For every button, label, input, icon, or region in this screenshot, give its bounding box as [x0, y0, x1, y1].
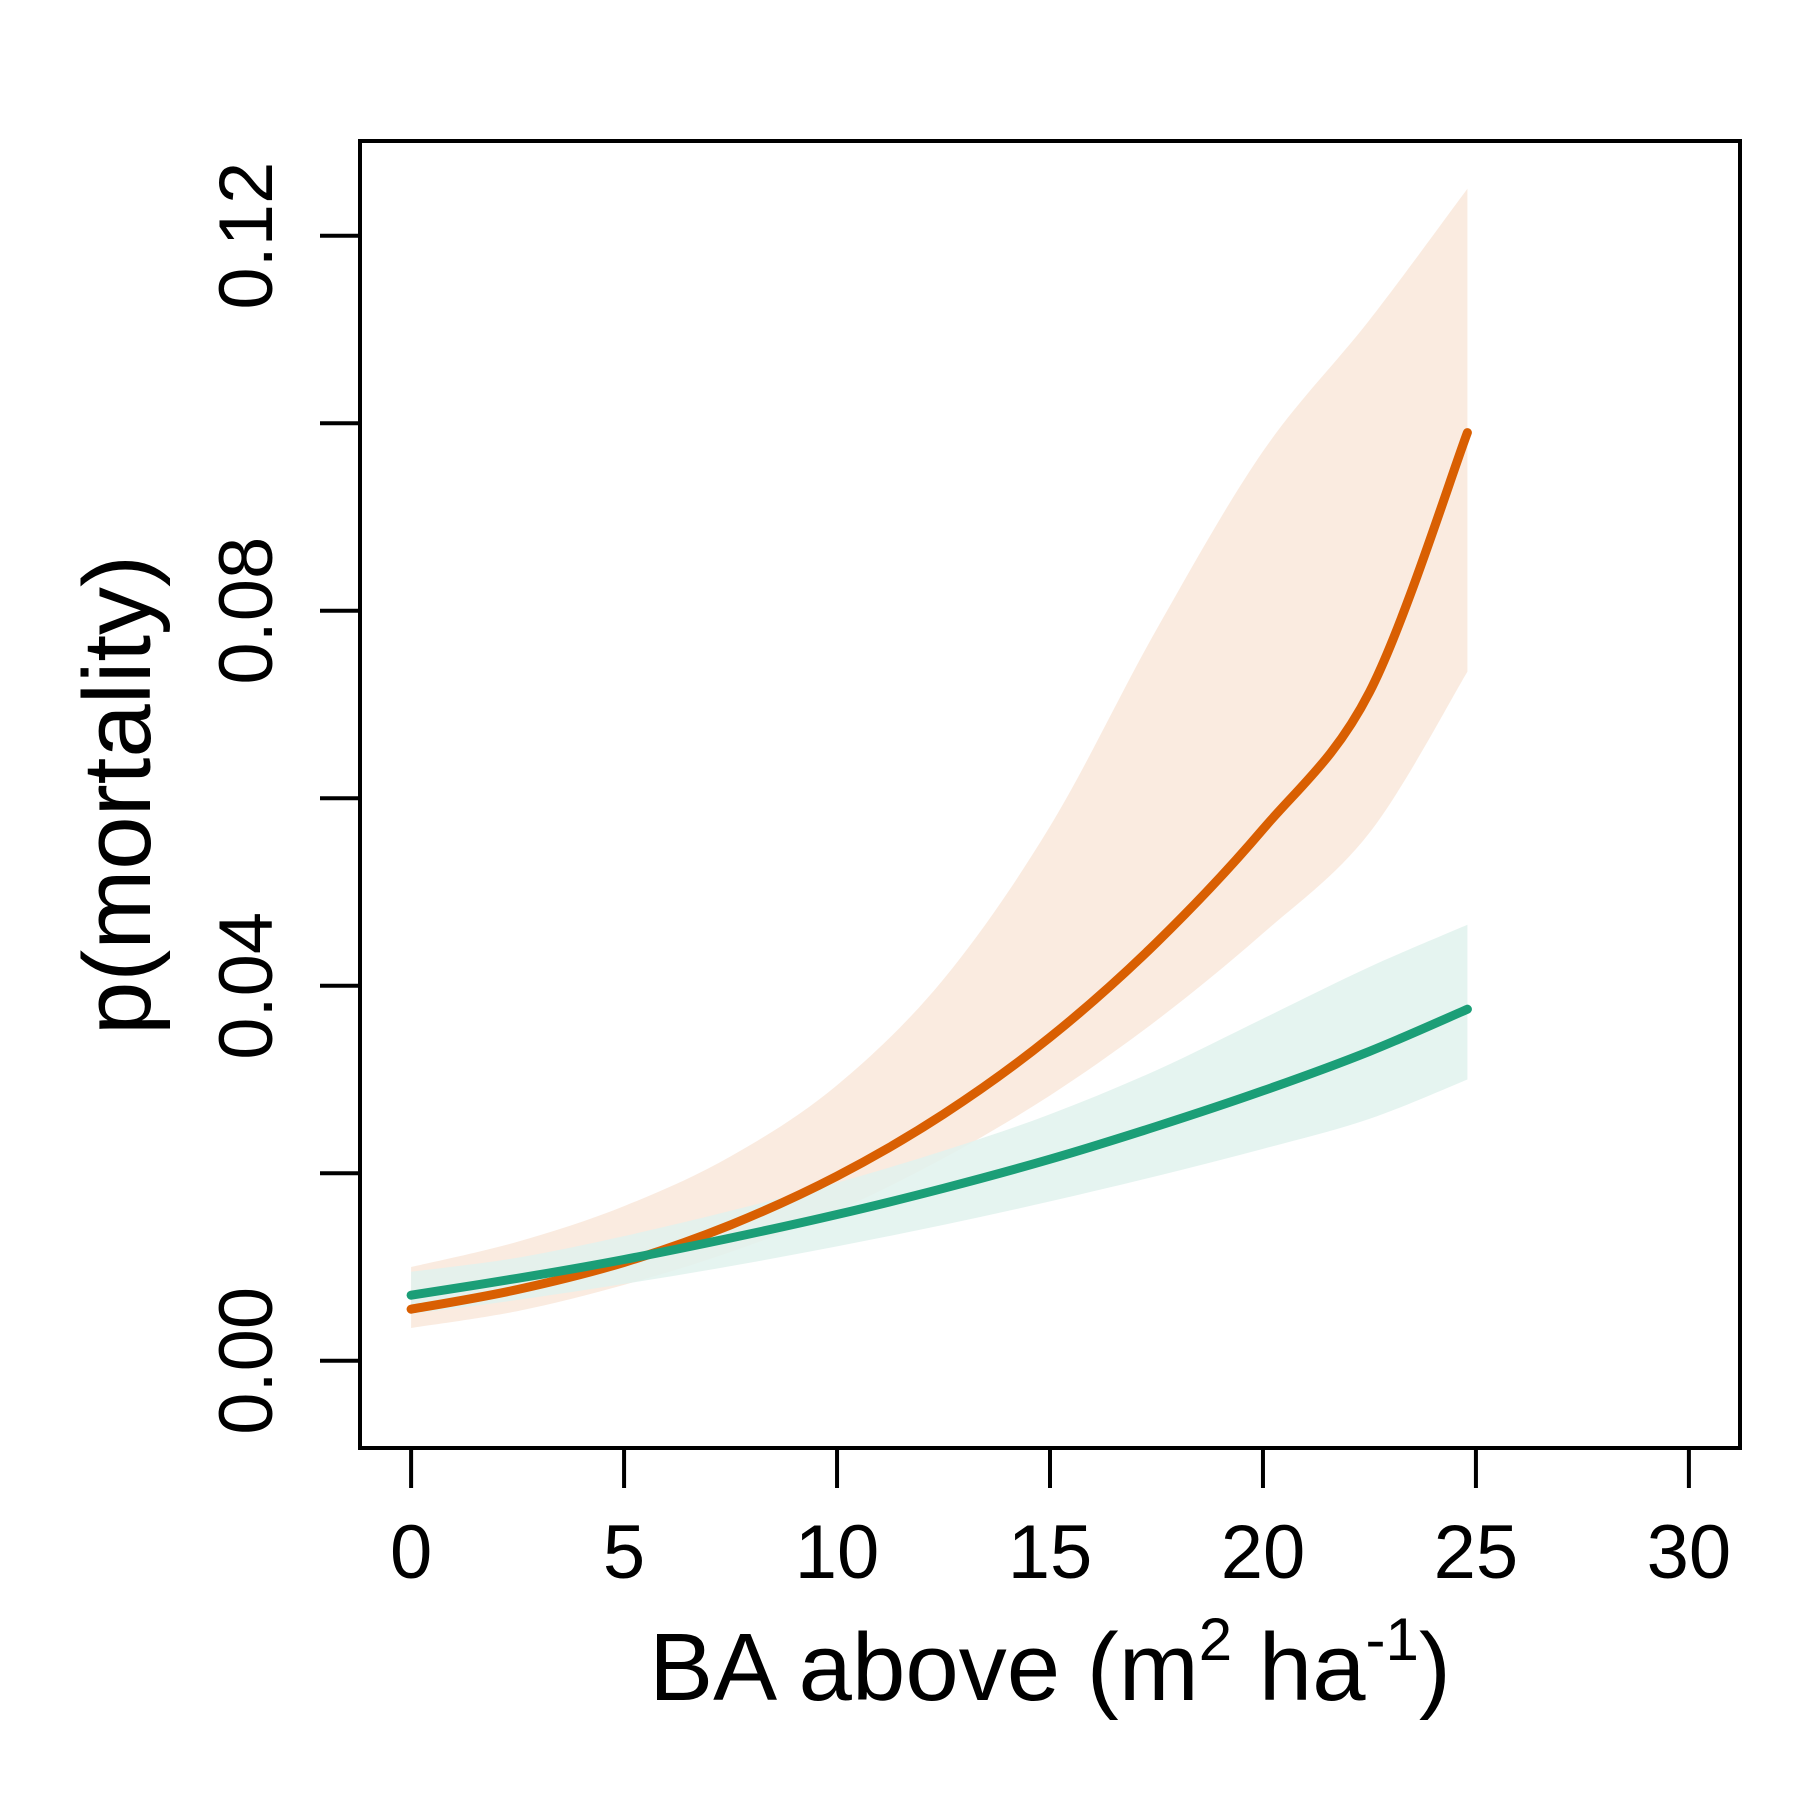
x-tick-label: 15 [1008, 1510, 1093, 1595]
x-axis-label-sup1: 2 [1199, 1606, 1232, 1673]
confidence-bands [411, 188, 1468, 1328]
y-axis-label: p(mortality) [64, 555, 171, 1035]
y-axis: 0.00 0.04 0.08 0.12 [204, 162, 362, 1435]
x-tick-label: 25 [1434, 1510, 1519, 1595]
series-2-line [406, 1004, 1472, 1300]
x-tick-label: 30 [1647, 1510, 1732, 1595]
series-1-ci-band [411, 188, 1468, 1328]
series-lines [406, 428, 1472, 1314]
x-axis-label-mid: ha [1232, 1614, 1366, 1721]
x-tick-label: 10 [795, 1510, 880, 1595]
x-tick-label: 20 [1221, 1510, 1306, 1595]
y-tick-label: 0.00 [204, 1287, 289, 1435]
y-tick-label: 0.04 [204, 912, 289, 1060]
x-axis-label-sup2: -1 [1366, 1606, 1419, 1673]
x-axis: 0 5 10 15 20 25 30 [390, 1446, 1732, 1595]
x-axis-label-end: ) [1419, 1614, 1451, 1721]
x-axis-label-base: BA above (m [649, 1614, 1199, 1721]
x-tick-label: 5 [603, 1510, 645, 1595]
y-tick-label: 0.12 [204, 162, 289, 310]
x-tick-label: 0 [390, 1510, 432, 1595]
y-tick-label: 0.08 [204, 537, 289, 685]
x-axis-label: BA above (m2 ha-1) [649, 1606, 1451, 1721]
